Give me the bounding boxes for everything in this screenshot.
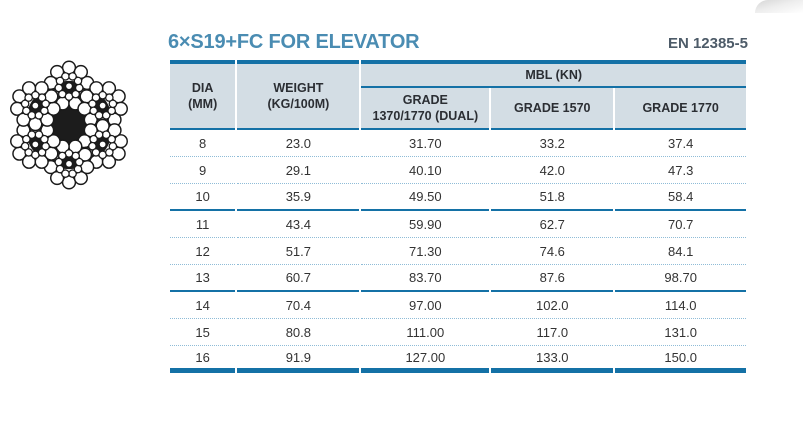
table-row: 10 35.9 49.50 51.8 58.4 xyxy=(170,184,746,211)
table-cell: 13 xyxy=(170,265,236,292)
table-cell: 70.7 xyxy=(615,211,746,238)
table-cell: 51.7 xyxy=(237,238,360,265)
table-cell: 14 xyxy=(170,292,236,319)
table-cell: 42.0 xyxy=(491,157,614,184)
table-cell: 8 xyxy=(170,130,236,157)
table-row: 14 70.4 97.00 102.0 114.0 xyxy=(170,292,746,319)
table-cell: 33.2 xyxy=(491,130,614,157)
table-cell: 71.30 xyxy=(361,238,490,265)
page-title: 6×S19+FC FOR ELEVATOR xyxy=(168,31,420,53)
table-cell: 58.4 xyxy=(615,184,746,211)
table-cell: 133.0 xyxy=(491,346,614,373)
table-row: 12 51.7 71.30 74.6 84.1 xyxy=(170,238,746,265)
table-cell: 23.0 xyxy=(237,130,360,157)
table-row: 8 23.0 31.70 33.2 37.4 xyxy=(170,130,746,157)
table-cell: 31.70 xyxy=(361,130,490,157)
content-area: 6×S19+FC FOR ELEVATOR EN 12385-5 DIA (MM… xyxy=(168,26,748,373)
table-cell: 16 xyxy=(170,346,236,373)
col-header-weight: WEIGHT (KG/100M) xyxy=(237,60,360,130)
table-cell: 43.4 xyxy=(237,211,360,238)
table-cell: 40.10 xyxy=(361,157,490,184)
spec-table: DIA (MM) WEIGHT (KG/100M) MBL (KN) GRADE… xyxy=(168,60,748,373)
table-cell: 111.00 xyxy=(361,319,490,346)
wire-rope-cross-section-icon xyxy=(10,60,128,190)
table-cell: 74.6 xyxy=(491,238,614,265)
table-cell: 150.0 xyxy=(615,346,746,373)
col-header-dia: DIA (MM) xyxy=(170,60,236,130)
page-corner-decoration xyxy=(755,0,803,13)
table-cell: 84.1 xyxy=(615,238,746,265)
table-cell: 117.0 xyxy=(491,319,614,346)
rope-cross-section-figure xyxy=(6,56,132,194)
table-cell: 62.7 xyxy=(491,211,614,238)
col-header-grade-1570: GRADE 1570 xyxy=(491,88,614,130)
table-cell: 60.7 xyxy=(237,265,360,292)
col-header-mbl-group: MBL (KN) xyxy=(361,60,746,88)
table-row: 15 80.8 111.00 117.0 131.0 xyxy=(170,319,746,346)
table-cell: 83.70 xyxy=(361,265,490,292)
table-cell: 70.4 xyxy=(237,292,360,319)
table-cell: 15 xyxy=(170,319,236,346)
table-body: 8 23.0 31.70 33.2 37.4 9 29.1 40.10 42.0 47.3 10 35… xyxy=(170,130,746,373)
table-cell: 80.8 xyxy=(237,319,360,346)
table-cell: 91.9 xyxy=(237,346,360,373)
table-cell: 114.0 xyxy=(615,292,746,319)
table-cell: 37.4 xyxy=(615,130,746,157)
title-row: 6×S19+FC FOR ELEVATOR EN 12385-5 xyxy=(168,26,748,52)
table-row: 9 29.1 40.10 42.0 47.3 xyxy=(170,157,746,184)
standard-label: EN 12385-5 xyxy=(667,34,748,52)
table-header: DIA (MM) WEIGHT (KG/100M) MBL (KN) GRADE… xyxy=(170,60,746,130)
table-row: 11 43.4 59.90 62.7 70.7 xyxy=(170,211,746,238)
table-cell: 11 xyxy=(170,211,236,238)
table-cell: 12 xyxy=(170,238,236,265)
table-cell: 51.8 xyxy=(491,184,614,211)
table-cell: 49.50 xyxy=(361,184,490,211)
table-cell: 97.00 xyxy=(361,292,490,319)
col-header-grade-1770: GRADE 1770 xyxy=(615,88,746,130)
table-cell: 127.00 xyxy=(361,346,490,373)
table-row: 16 91.9 127.00 133.0 150.0 xyxy=(170,346,746,373)
col-header-grade-dual: GRADE 1370/1770 (DUAL) xyxy=(361,88,490,130)
table-cell: 35.9 xyxy=(237,184,360,211)
table-cell: 102.0 xyxy=(491,292,614,319)
table-row: 13 60.7 83.70 87.6 98.70 xyxy=(170,265,746,292)
table-cell: 98.70 xyxy=(615,265,746,292)
table-cell: 29.1 xyxy=(237,157,360,184)
table-cell: 59.90 xyxy=(361,211,490,238)
table-cell: 9 xyxy=(170,157,236,184)
table-cell: 10 xyxy=(170,184,236,211)
table-cell: 87.6 xyxy=(491,265,614,292)
table-cell: 47.3 xyxy=(615,157,746,184)
table-cell: 131.0 xyxy=(615,319,746,346)
